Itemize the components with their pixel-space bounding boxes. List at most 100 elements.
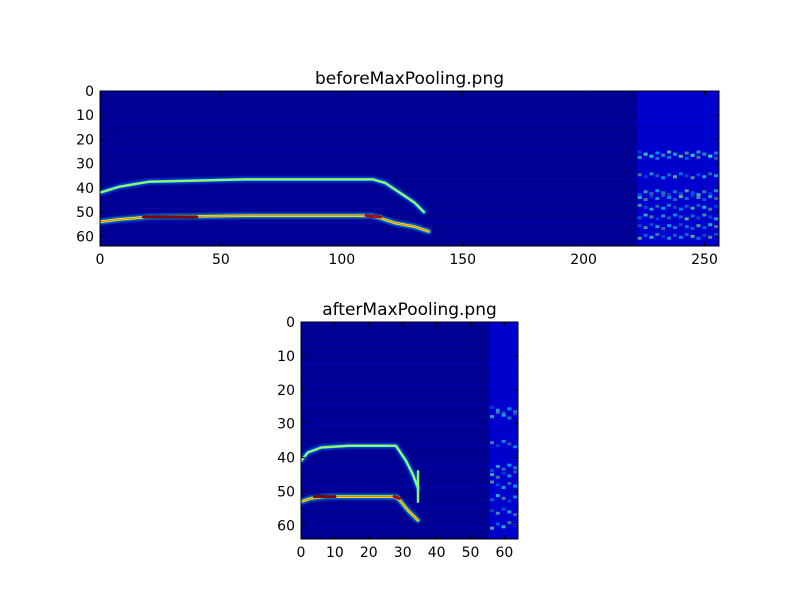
heatmap-row (100, 241, 719, 244)
heatmap-speckle (655, 151, 660, 155)
y-tick-label: 0 (286, 315, 295, 331)
heatmap-speckle (708, 195, 713, 199)
chart-title: beforeMaxPooling.png (315, 69, 504, 89)
heatmap-speckle (643, 233, 648, 237)
heatmap-speckle (490, 473, 495, 477)
heatmap-row (100, 173, 719, 176)
heatmap-speckle (507, 521, 512, 525)
heatmap-speckle (667, 173, 672, 177)
heatmap-speckle (513, 412, 518, 416)
heatmap-speckle (684, 204, 689, 208)
heatmap-speckle (696, 236, 701, 240)
heatmap-speckle (643, 152, 648, 156)
heatmap-speckle (714, 232, 719, 236)
heatmap-row (301, 444, 518, 448)
y-tick-label: 0 (85, 84, 94, 100)
y-tick-label: 60 (277, 518, 295, 534)
x-tick-label: 200 (570, 252, 597, 268)
heatmap-speckle (702, 190, 707, 194)
heatmap-speckle (513, 445, 518, 449)
heatmap-speckle (667, 203, 672, 207)
heatmap-row (301, 410, 518, 414)
x-tick-label: 20 (360, 545, 378, 561)
heatmap-speckle (490, 441, 495, 445)
heatmap-speckle (667, 155, 672, 159)
heatmap-speckle (684, 151, 689, 155)
heatmap-speckle (643, 205, 648, 209)
heatmap-speckle (655, 197, 660, 201)
heatmap-speckle (649, 235, 654, 239)
heatmap-speckle (495, 483, 500, 487)
heatmap-speckle (690, 206, 695, 210)
heatmap-speckle (684, 225, 689, 229)
heatmap-speckle (678, 154, 683, 158)
heatmap-speckle (655, 232, 660, 236)
heatmap-row (301, 362, 518, 367)
heatmap-speckle (672, 205, 677, 209)
heatmap-hot-segment (364, 214, 382, 219)
heatmap-speckle (643, 190, 648, 194)
heatmap-row (100, 168, 719, 171)
heatmap-row (301, 396, 518, 400)
heatmap-curve-highlight (301, 445, 419, 489)
heatmap-row (301, 518, 518, 523)
heatmap-speckle (702, 152, 707, 156)
heatmap-speckle (672, 175, 677, 179)
heatmap-row (100, 202, 719, 205)
heatmap-row (301, 423, 518, 428)
heatmap-row (301, 437, 518, 441)
heatmap-speckle (643, 226, 648, 230)
heatmap-speckle (678, 207, 683, 211)
heatmap-speckle (495, 511, 500, 515)
heatmap-speckle (702, 226, 707, 230)
heatmap-speckle (490, 509, 495, 513)
heatmap-speckle (684, 217, 689, 221)
heatmap-row (301, 355, 518, 360)
heatmap-speckle (661, 191, 666, 195)
x-tick-label: 0 (96, 252, 105, 268)
heatmap-row (301, 491, 518, 495)
heatmap-row (100, 120, 719, 123)
heatmap-speckle (501, 471, 506, 475)
heatmap-speckle (495, 408, 500, 412)
heatmap-speckle (643, 152, 648, 156)
heatmap-row (301, 416, 518, 421)
heatmap-speckle (678, 235, 683, 239)
heatmap-row (100, 231, 719, 234)
heatmap-row (100, 221, 719, 225)
x-tick-label: 10 (326, 545, 344, 561)
heatmap-speckle (661, 194, 666, 198)
heatmap-speckle (501, 413, 506, 417)
heatmap-speckle (678, 192, 683, 196)
heatmap-row (301, 498, 518, 502)
heatmap-speckle (696, 196, 701, 200)
heatmap-speckle (714, 217, 719, 221)
y-tick-label: 20 (76, 132, 94, 148)
x-tick-label: 30 (394, 545, 412, 561)
heatmap-speckle (513, 470, 518, 474)
heatmap-speckle (702, 233, 707, 237)
heatmap-speckle (513, 484, 518, 488)
heatmap-speckle (649, 172, 654, 176)
heatmap-speckle (708, 223, 713, 227)
heatmap-speckle (501, 507, 506, 511)
heatmap-speckle (655, 217, 660, 221)
heatmap-speckle (637, 150, 642, 154)
heatmap-row (301, 383, 518, 387)
heatmap-speckle (501, 496, 506, 500)
heatmap-speckle (507, 481, 512, 485)
heatmap-speckle (649, 215, 654, 219)
heatmap-speckle (513, 495, 518, 499)
heatmap-speckle (690, 194, 695, 198)
heatmap-speckle (696, 155, 701, 159)
heatmap-speckle (507, 510, 512, 514)
heatmap-speckle (655, 204, 660, 208)
heatmap-speckle (696, 193, 701, 197)
heatmap-speckle (507, 499, 512, 503)
heatmap-speckle (507, 416, 512, 420)
heatmap-speckle (501, 439, 506, 443)
heatmap-row (301, 532, 518, 536)
heatmap-row (301, 525, 518, 529)
y-tick-label: 10 (277, 349, 295, 365)
heatmap-speckle (490, 415, 495, 419)
